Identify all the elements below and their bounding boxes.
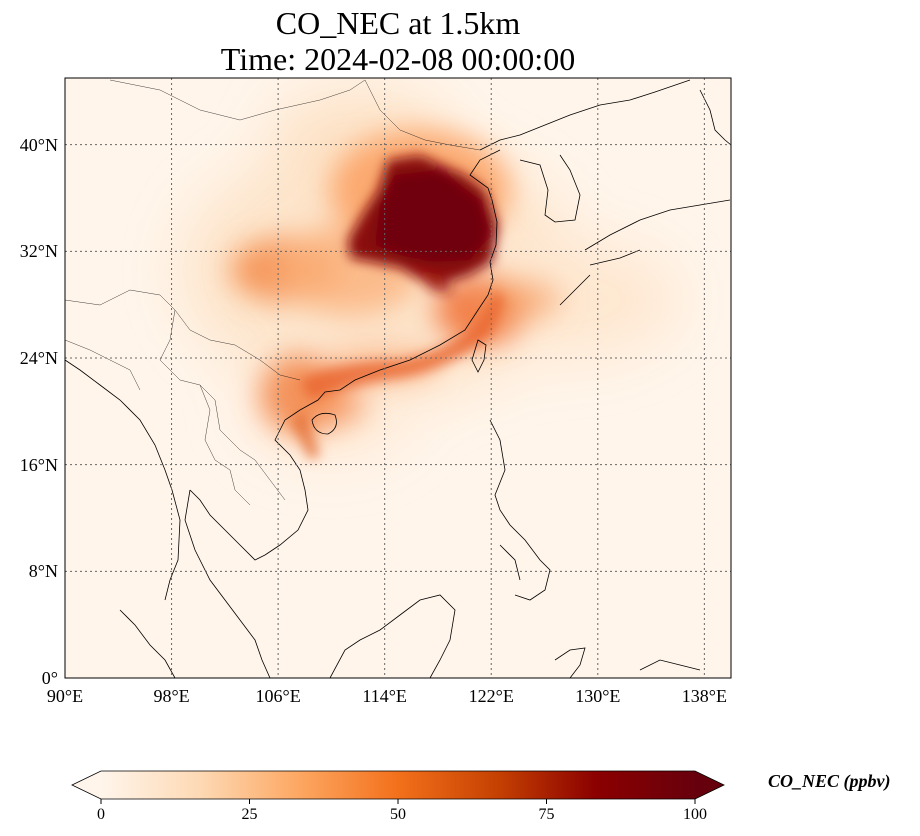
lat-tick-label: 32°N xyxy=(19,241,58,262)
lat-tick-label: 40°N xyxy=(19,134,58,155)
colorbar-extend-min-arrow xyxy=(72,771,101,799)
co-concentration-field xyxy=(180,90,680,460)
colorbar-extend-max-arrow xyxy=(695,771,724,799)
colorbar-tick-label: 25 xyxy=(241,806,258,823)
lat-tick-label: 8°N xyxy=(28,561,58,582)
colorbar-tick-label: 75 xyxy=(538,806,555,823)
lat-tick-label: 24°N xyxy=(19,348,58,368)
gridlines xyxy=(65,78,731,678)
lon-tick-label: 130°E xyxy=(575,686,621,706)
lat-tick-label: 16°N xyxy=(19,454,58,475)
map-subtitle-time: Time: 2024-02-08 00:00:00 xyxy=(220,41,576,77)
colorbar-tick-label: 0 xyxy=(97,806,105,823)
lon-tick-label: 122°E xyxy=(468,686,514,706)
colorbar-tick-label: 100 xyxy=(683,806,707,823)
country-borders xyxy=(65,79,481,506)
map-title: CO_NEC at 1.5km xyxy=(275,5,521,41)
map-frame xyxy=(64,77,732,679)
colorbar-label: CO_NEC (ppbv) xyxy=(768,771,891,791)
lon-tick-label: 98°E xyxy=(153,686,190,706)
colorbar-tick-label: 50 xyxy=(390,806,406,823)
lat-tick-label: 0° xyxy=(41,668,58,688)
colorbar-gradient xyxy=(101,771,695,799)
lon-tick-label: 90°E xyxy=(46,686,84,706)
lon-tick-label: 114°E xyxy=(362,686,407,706)
coastlines xyxy=(65,79,731,678)
colorbar xyxy=(71,770,725,804)
lon-tick-label: 138°E xyxy=(681,686,727,706)
lon-tick-label: 106°E xyxy=(255,686,301,706)
